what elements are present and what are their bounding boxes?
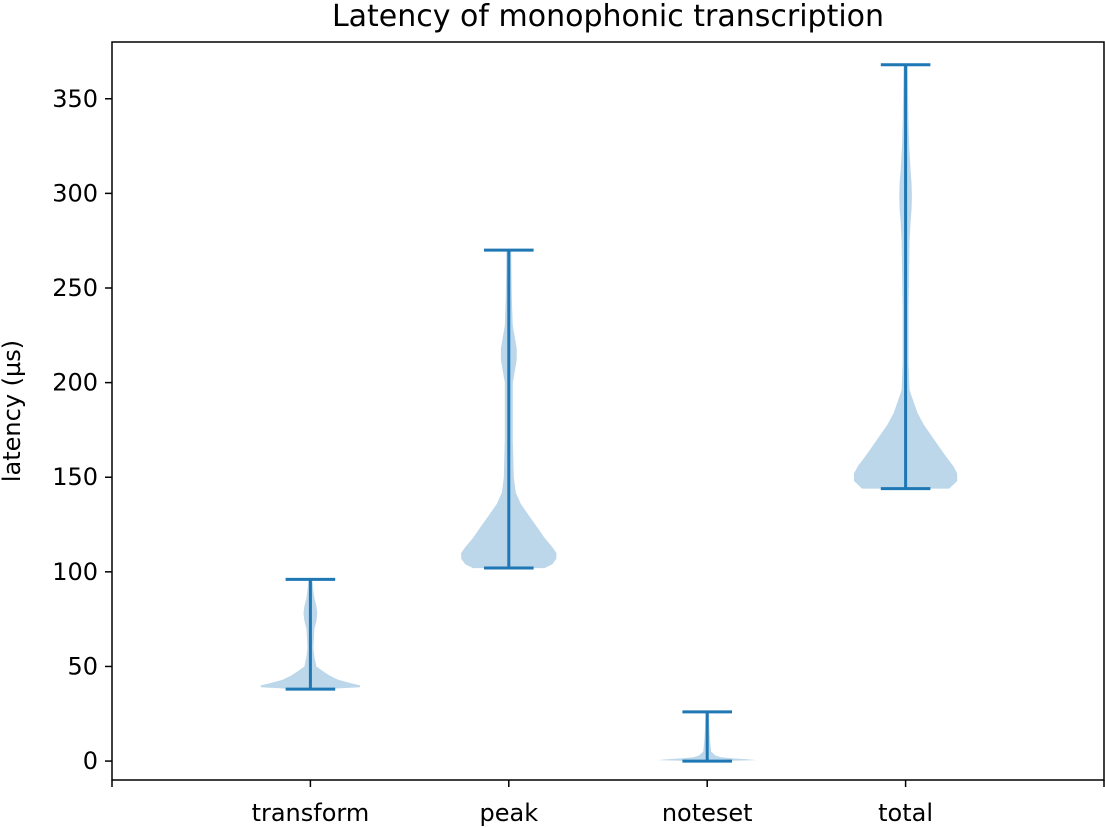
y-tick-label: 0 <box>83 747 98 775</box>
x-tick-label: noteset <box>662 799 753 827</box>
x-tick-label: total <box>878 799 933 827</box>
y-tick-label: 350 <box>52 85 98 113</box>
y-tick-label: 50 <box>67 652 98 680</box>
y-tick-label: 150 <box>52 463 98 491</box>
y-axis-label: latency (µs) <box>0 340 26 482</box>
y-tick-label: 200 <box>52 369 98 397</box>
x-tick-label: peak <box>479 799 538 827</box>
y-tick-label: 300 <box>52 179 98 207</box>
axes-layer: 0 50 100 150 200 250 300 350 transform peak notese… <box>52 41 1105 827</box>
y-tick-label: 100 <box>52 558 98 586</box>
chart-title: Latency of monophonic transcription <box>332 0 884 34</box>
violins-layer <box>260 63 958 763</box>
y-tick-label: 250 <box>52 274 98 302</box>
x-tick-label: transform <box>252 799 370 827</box>
plot-frame <box>111 41 1105 781</box>
